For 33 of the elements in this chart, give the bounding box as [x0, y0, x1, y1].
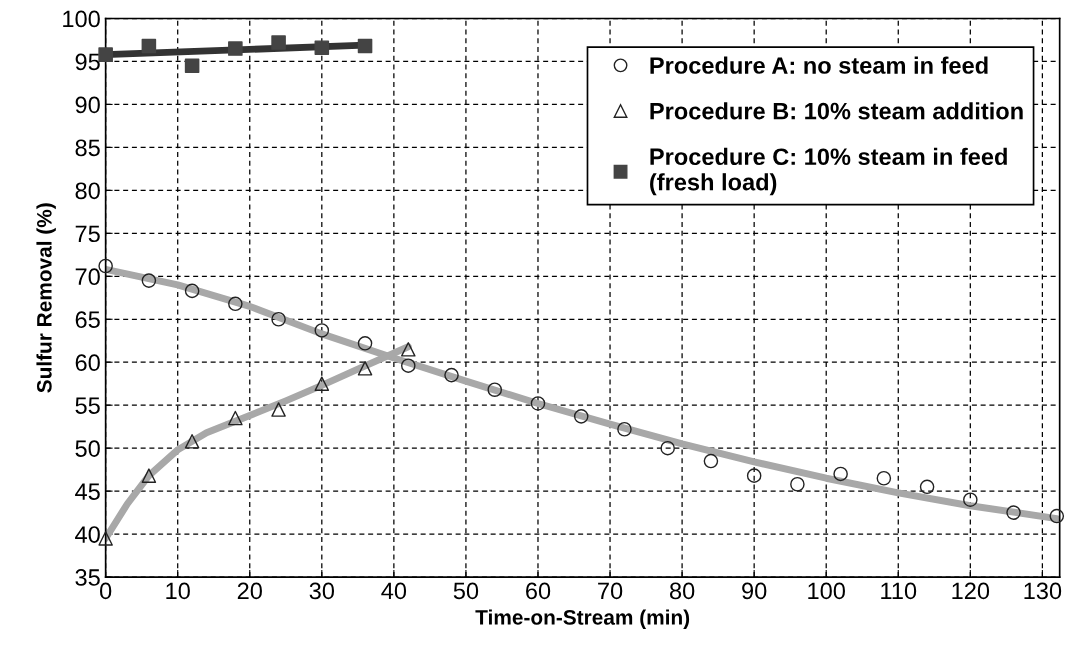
legend-label: Procedure C: 10% steam in feed (fresh load) — [650, 147, 1007, 196]
legend-label: Procedure B: 10% steam addition — [650, 102, 1023, 120]
y-tick-label: 60 — [75, 354, 100, 372]
x-tick-label: 90 — [742, 582, 767, 600]
y-tick-label: 35 — [75, 569, 100, 586]
x-tick-label: 80 — [669, 582, 695, 600]
y-tick-label: 70 — [75, 268, 100, 286]
legend-label: Procedure A: no steam in feed — [650, 56, 988, 74]
x-tick-label: 120 — [952, 582, 990, 600]
y-tick-label: 85 — [75, 139, 100, 157]
x-tick-label: 130 — [1024, 582, 1062, 600]
y-tick-label: 65 — [75, 311, 100, 329]
y-tick-label: 75 — [75, 225, 100, 243]
y-tick-label: 90 — [75, 96, 100, 114]
x-tick-label: 50 — [453, 582, 479, 600]
x-tick-label: 40 — [381, 582, 407, 600]
x-tick-label: 110 — [881, 582, 917, 600]
x-tick-label: 30 — [309, 582, 335, 600]
x-tick-label: 60 — [526, 582, 551, 600]
y-tick-label: 95 — [75, 53, 100, 71]
y-tick-label: 50 — [75, 440, 100, 457]
x-tick-label: 0 — [100, 582, 112, 600]
x-tick-label: 100 — [808, 582, 845, 600]
y-tick-label: 40 — [75, 526, 100, 543]
y-tick-label: 55 — [75, 397, 100, 414]
y-tick-label: 45 — [75, 483, 100, 500]
y-axis-title: Sulfur Removal (%) — [36, 203, 56, 393]
x-tick-label: 70 — [598, 582, 623, 600]
x-tick-label: 10 — [166, 582, 190, 600]
x-tick-label: 20 — [237, 582, 262, 600]
y-tick-label: 100 — [63, 10, 100, 28]
x-axis-title: Time-on-Stream (min) — [475, 609, 690, 629]
y-tick-label: 80 — [75, 182, 100, 200]
